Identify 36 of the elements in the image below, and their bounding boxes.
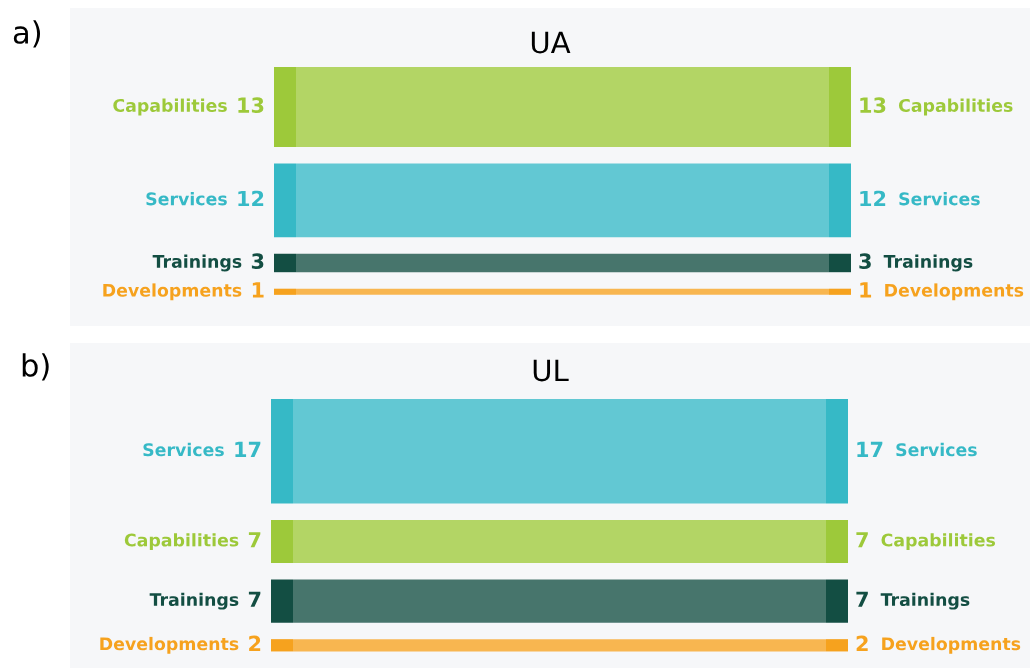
text: a) [13,20,41,48]
category-label: Capabilities [124,533,239,550]
category-label: Services [896,442,977,457]
category-label: Capabilities [898,98,1013,116]
data-label: 3 [251,253,264,270]
category-label: Trainings [149,592,239,610]
data-label: 17 [235,441,261,458]
text: b) [22,353,49,381]
category-label: Capabilities [881,533,996,550]
data-label: 7 [856,591,868,607]
data-label: 1 [860,282,872,298]
data-label: 13 [238,97,264,114]
data-label: 7 [248,591,261,607]
text: UA [531,31,571,54]
category-label: Capabilities [113,98,227,116]
category-label: Services [143,442,224,457]
data-label: 7 [856,532,868,548]
data-label: 13 [860,97,886,114]
category-label: Trainings [883,254,973,272]
text: UL [533,359,569,382]
category-label: Services [146,191,227,206]
category-label: Developments [100,636,239,654]
data-label: 2 [856,635,868,652]
data-label: 3 [859,253,871,270]
data-label: 7 [248,532,261,548]
data-label: 12 [860,190,886,207]
category-label: Trainings [880,592,970,610]
category-label: Trainings [152,254,242,272]
data-label: 2 [249,635,261,652]
data-label: 1 [252,282,264,298]
category-label: Services [899,191,980,206]
data-label: 17 [857,441,883,458]
data-label: 12 [238,190,264,207]
category-label: Developments [885,283,1024,301]
category-label: Developments [882,636,1021,654]
category-label: Developments [103,283,242,301]
